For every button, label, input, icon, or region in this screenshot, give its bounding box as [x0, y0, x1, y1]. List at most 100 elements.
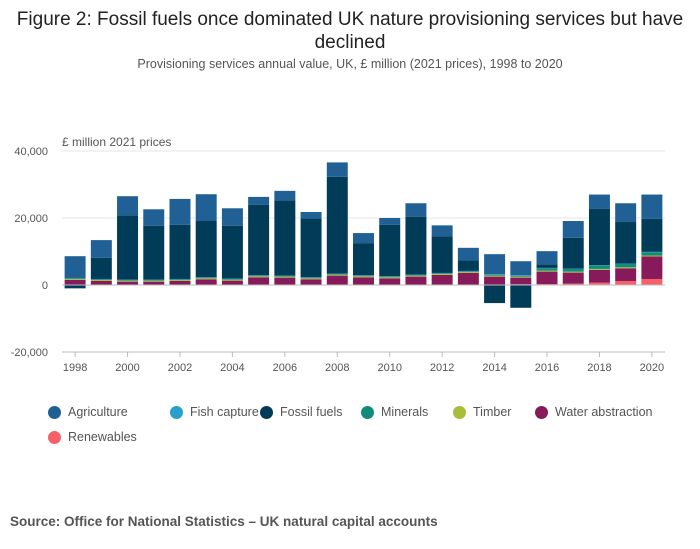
bar-timber-2014[interactable] — [484, 275, 506, 277]
bar-minerals-2013[interactable] — [457, 271, 479, 272]
legend-item-water-abstraction[interactable]: Water abstraction — [535, 405, 653, 419]
bar-fossil-fuels-1999[interactable] — [90, 257, 112, 279]
bar-fish-capture-2020[interactable] — [641, 251, 663, 253]
bar-water-abstraction-2009[interactable] — [353, 277, 374, 285]
bar-fossil-fuels-2005[interactable] — [248, 204, 270, 276]
bar-fossil-fuels-2020[interactable] — [641, 218, 663, 252]
bar-water-abstraction-2002[interactable] — [169, 280, 191, 285]
bar-agriculture-2008[interactable] — [326, 162, 348, 177]
bar-agriculture-2014[interactable] — [484, 254, 506, 275]
bar-timber-2006[interactable] — [274, 276, 296, 278]
bar-fossil-fuels-2008[interactable] — [326, 176, 348, 274]
bar-agriculture-1998[interactable] — [64, 256, 86, 278]
bar-agriculture-2006[interactable] — [274, 190, 296, 201]
bar-timber-2008[interactable] — [326, 274, 348, 276]
bar-minerals-2018[interactable] — [588, 265, 610, 269]
bar-agriculture-2016[interactable] — [536, 251, 558, 265]
bar-fossil-fuels-2009[interactable] — [353, 243, 374, 276]
bar-fish-capture-2001[interactable] — [143, 279, 165, 281]
bar-renewables-2018[interactable] — [588, 282, 610, 285]
bar-timber-2004[interactable] — [221, 279, 243, 281]
bar-water-abstraction-1998[interactable] — [64, 279, 86, 285]
bar-agriculture-2011[interactable] — [405, 203, 427, 217]
bar-fish-capture-1998[interactable] — [64, 277, 86, 279]
bar-fossil-fuels-2004[interactable] — [221, 225, 243, 279]
bar-minerals-2012[interactable] — [431, 273, 453, 274]
bar-water-abstraction-2000[interactable] — [117, 281, 139, 285]
bar-minerals-2015[interactable] — [510, 275, 532, 277]
bar-agriculture-2013[interactable] — [457, 247, 479, 261]
bar-agriculture-2005[interactable] — [248, 196, 270, 205]
bar-fossil-fuels-2019[interactable] — [615, 222, 637, 264]
bar-minerals-2019[interactable] — [615, 263, 637, 268]
bar-minerals-2017[interactable] — [562, 268, 584, 272]
bar-fossil-fuels-2012[interactable] — [431, 236, 453, 273]
bar-minerals-2016[interactable] — [536, 268, 558, 271]
bar-water-abstraction-2001[interactable] — [143, 281, 165, 285]
bar-minerals-2009[interactable] — [353, 275, 374, 277]
bar-agriculture-2001[interactable] — [143, 209, 165, 226]
bar-timber-2010[interactable] — [379, 277, 401, 279]
bar-timber-2001[interactable] — [143, 280, 165, 282]
bar-fish-capture-2019[interactable] — [615, 263, 637, 265]
bar-water-abstraction-2006[interactable] — [274, 277, 296, 285]
bar-minerals-1999[interactable] — [90, 279, 112, 280]
bar-fish-capture-2007[interactable] — [300, 277, 322, 278]
bar-timber-2003[interactable] — [195, 278, 217, 280]
legend-item-renewables[interactable]: Renewables — [48, 430, 137, 444]
bar-agriculture-2002[interactable] — [169, 198, 191, 225]
bar-fish-capture-2006[interactable] — [274, 275, 296, 277]
bar-fish-capture-2004[interactable] — [221, 278, 243, 280]
bar-water-abstraction-2010[interactable] — [379, 278, 401, 285]
bar-fish-capture-2000[interactable] — [117, 279, 139, 281]
bar-renewables-2019[interactable] — [615, 280, 637, 285]
legend-item-minerals[interactable]: Minerals — [361, 405, 428, 419]
bar-fish-capture-2015[interactable] — [510, 275, 532, 276]
bar-renewables-2020[interactable] — [641, 278, 663, 285]
bar-agriculture-2003[interactable] — [195, 194, 217, 222]
bar-fossil-fuels-2014[interactable] — [484, 285, 506, 304]
bar-agriculture-2012[interactable] — [431, 225, 453, 237]
bar-fish-capture-2016[interactable] — [536, 267, 558, 269]
bar-timber-2005[interactable] — [248, 276, 270, 278]
bar-timber-1999[interactable] — [90, 279, 112, 281]
bar-timber-2020[interactable] — [641, 255, 663, 257]
bar-fossil-fuels-2013[interactable] — [457, 260, 479, 271]
bar-timber-2016[interactable] — [536, 270, 558, 272]
bar-water-abstraction-2014[interactable] — [484, 276, 506, 285]
bar-water-abstraction-2003[interactable] — [195, 279, 217, 285]
bar-water-abstraction-2015[interactable] — [510, 277, 532, 285]
bar-agriculture-2000[interactable] — [117, 196, 139, 216]
bar-fish-capture-2011[interactable] — [405, 274, 427, 276]
bar-fish-capture-2009[interactable] — [353, 275, 374, 276]
bar-water-abstraction-2005[interactable] — [248, 277, 270, 285]
bar-agriculture-2004[interactable] — [221, 208, 243, 226]
bar-fossil-fuels-2003[interactable] — [195, 221, 217, 278]
bar-fossil-fuels-2001[interactable] — [143, 225, 165, 280]
bar-fossil-fuels-1998[interactable] — [64, 285, 86, 289]
bar-timber-2002[interactable] — [169, 279, 191, 281]
bar-fish-capture-2003[interactable] — [195, 277, 217, 278]
bar-timber-2019[interactable] — [615, 267, 637, 269]
bar-timber-2017[interactable] — [562, 271, 584, 273]
bar-fossil-fuels-2002[interactable] — [169, 224, 191, 279]
bar-timber-2000[interactable] — [117, 280, 139, 282]
bar-timber-2015[interactable] — [510, 276, 532, 278]
bar-minerals-2010[interactable] — [379, 276, 401, 278]
bar-minerals-2002[interactable] — [169, 279, 191, 280]
bar-water-abstraction-2011[interactable] — [405, 276, 427, 285]
bar-agriculture-2007[interactable] — [300, 211, 322, 219]
bar-fossil-fuels-2015[interactable] — [510, 285, 532, 308]
bar-timber-1998[interactable] — [64, 278, 86, 280]
bar-fish-capture-2002[interactable] — [169, 278, 191, 280]
bar-minerals-2005[interactable] — [248, 275, 270, 277]
bar-fossil-fuels-2011[interactable] — [405, 216, 427, 275]
bar-timber-2009[interactable] — [353, 276, 374, 278]
bar-minerals-2004[interactable] — [221, 278, 243, 280]
bar-renewables-2016[interactable] — [536, 283, 558, 285]
bar-water-abstraction-2007[interactable] — [300, 279, 322, 285]
legend-item-agriculture[interactable]: Agriculture — [48, 405, 128, 419]
bar-minerals-2000[interactable] — [117, 279, 139, 281]
bar-minerals-2001[interactable] — [143, 279, 165, 281]
legend-item-fish-capture[interactable]: Fish capture — [170, 405, 259, 419]
